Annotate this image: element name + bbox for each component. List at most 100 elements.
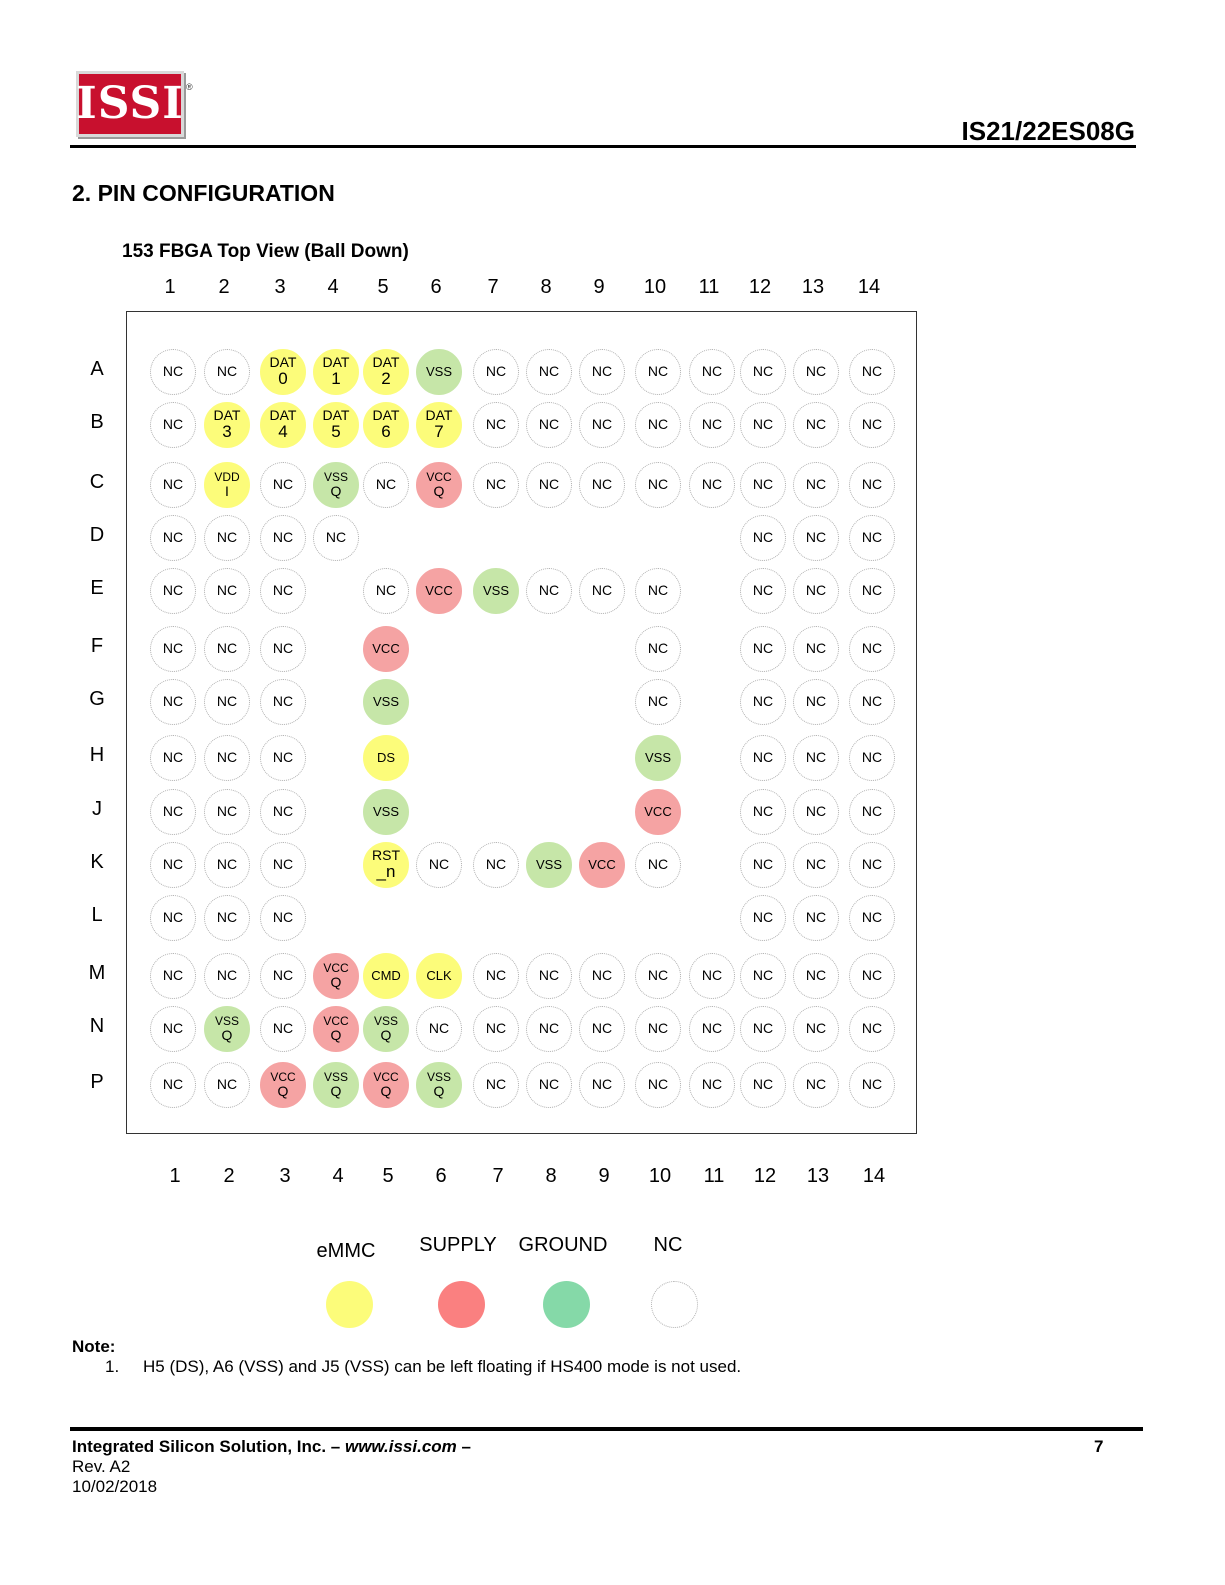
ball-d3: NC [260, 515, 306, 561]
ball-label: NC [861, 582, 883, 599]
ball-l13: NC [793, 895, 839, 941]
row-label: H [89, 744, 105, 766]
row-label: P [90, 1071, 104, 1093]
ball-label: NC [805, 1076, 827, 1093]
ball-d13: NC [793, 515, 839, 561]
col-label-top: 10 [643, 276, 667, 298]
ball-label: NC [272, 529, 294, 546]
ball-label: NC [861, 693, 883, 710]
ball-g3: NC [260, 679, 306, 725]
ball-a13: NC [793, 349, 839, 395]
header-rule [70, 145, 1136, 148]
ball-label: NC [861, 967, 883, 984]
ball-label: NC [485, 1076, 507, 1093]
ball-label: NC [272, 803, 294, 820]
ball-label: NC [162, 856, 184, 873]
ball-j1: NC [150, 789, 196, 835]
ball-j3: NC [260, 789, 306, 835]
ball-label: VCC [270, 1069, 296, 1084]
ball-l12: NC [740, 895, 786, 941]
col-label-top: 11 [698, 276, 720, 298]
ball-label: NC [162, 967, 184, 984]
ball-f10: NC [635, 626, 681, 672]
ball-p5: VCC Q [363, 1062, 409, 1108]
col-label-bottom: 11 [703, 1165, 725, 1187]
ball-label: Q [277, 1082, 289, 1099]
ball-label: NC [805, 582, 827, 599]
ball-label: NC [591, 1076, 613, 1093]
ball-label: Q [433, 1082, 445, 1099]
ball-p8: NC [526, 1062, 572, 1108]
ball-label: DAT [425, 406, 453, 423]
col-label-top: 8 [540, 276, 552, 298]
ball-label: NC [752, 909, 774, 926]
ball-label: NC [538, 476, 560, 493]
note-title: Note: [72, 1337, 116, 1356]
ball-e14: NC [849, 568, 895, 614]
ball-label: VDD [214, 469, 240, 484]
ball-label: NC [861, 640, 883, 657]
ball-j14: NC [849, 789, 895, 835]
registered-mark: ® [186, 82, 193, 92]
ball-label: NC [485, 856, 507, 873]
ball-j10: VCC [635, 789, 681, 835]
ball-n11: NC [689, 1006, 735, 1052]
ball-label: NC [701, 363, 723, 380]
ball-label: NC [861, 529, 883, 546]
ball-label: NC [752, 1020, 774, 1037]
ball-h14: NC [849, 735, 895, 781]
legend-swatch-emmc [326, 1281, 373, 1328]
ball-e8: NC [526, 568, 572, 614]
company-url[interactable]: www.issi.com [344, 1437, 457, 1456]
ball-b4: DAT 5 [313, 402, 359, 448]
col-label-bottom: 9 [598, 1165, 610, 1187]
ball-c13: NC [793, 462, 839, 508]
ball-b7: NC [473, 402, 519, 448]
ball-n4: VCC Q [313, 1006, 359, 1052]
ball-label: NC [647, 476, 669, 493]
ball-g2: NC [204, 679, 250, 725]
ball-label: VCC [323, 960, 349, 975]
ball-label: NC [216, 1076, 238, 1093]
ball-f3: NC [260, 626, 306, 672]
ball-label: NC [647, 640, 669, 657]
ball-a14: NC [849, 349, 895, 395]
ball-label: NC [752, 476, 774, 493]
ball-h12: NC [740, 735, 786, 781]
ball-c6: VCC Q [416, 462, 462, 508]
ball-label: NC [591, 967, 613, 984]
ball-label: VSS [373, 1013, 398, 1028]
ball-label: VCC [323, 1013, 349, 1028]
col-label-bottom: 10 [648, 1165, 672, 1187]
ball-e6: VCC [416, 568, 462, 614]
ball-label: VSS [214, 1013, 239, 1028]
ball-label: VSS [482, 582, 509, 598]
ball-d4: NC [313, 515, 359, 561]
ball-label: NC [272, 967, 294, 984]
ball-b6: DAT 7 [416, 402, 462, 448]
ball-label: NC [272, 476, 294, 493]
ball-label: NC [805, 1020, 827, 1037]
row-label: B [90, 411, 104, 433]
ball-label: NC [752, 856, 774, 873]
ball-f13: NC [793, 626, 839, 672]
ball-label: NC [216, 529, 238, 546]
ball-label: NC [272, 856, 294, 873]
row-label: C [89, 471, 105, 493]
ball-label: 6 [381, 422, 391, 442]
ball-label: VSS [323, 469, 348, 484]
ball-label: NC [861, 476, 883, 493]
ball-a5: DAT 2 [363, 349, 409, 395]
ball-label: NC [752, 416, 774, 433]
ball-label: NC [162, 1076, 184, 1093]
col-label-top: 1 [164, 276, 176, 298]
ball-b11: NC [689, 402, 735, 448]
row-label: M [88, 962, 106, 984]
ball-b9: NC [579, 402, 625, 448]
ball-label: NC [216, 693, 238, 710]
col-label-bottom: 14 [862, 1165, 886, 1187]
legend-swatch-supply [438, 1281, 485, 1328]
ball-label: NC [591, 476, 613, 493]
ball-b2: DAT 3 [204, 402, 250, 448]
ball-label: 0 [278, 369, 288, 389]
